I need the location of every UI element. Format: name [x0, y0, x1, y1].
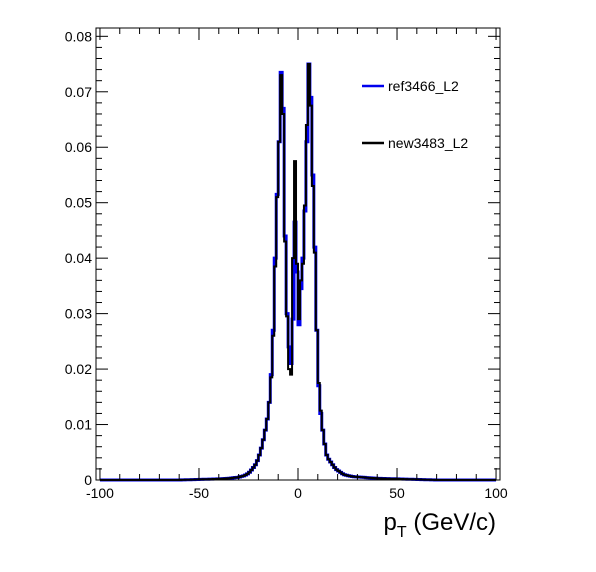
x-axis-label: pT (GeV/c) — [384, 509, 496, 541]
legend-box — [357, 60, 495, 168]
legend: ref3466_L2 new3483_L2 — [357, 60, 495, 168]
y-tick-label: 0.02 — [65, 361, 92, 377]
x-tick-label: 0 — [294, 485, 302, 501]
legend-label: ref3466_L2 — [388, 78, 459, 94]
y-tick-label: 0.01 — [65, 417, 92, 433]
x-tick-label: -50 — [189, 485, 209, 501]
y-tick-label: 0.07 — [65, 84, 92, 100]
y-tick-label: 0 — [84, 472, 92, 488]
legend-label: new3483_L2 — [388, 135, 468, 151]
y-tick-label: 0.03 — [65, 306, 92, 322]
x-tick-label: 100 — [484, 485, 508, 501]
y-tick-label: 0.05 — [65, 195, 92, 211]
y-tick-label: 0.08 — [65, 28, 92, 44]
y-tick-label: 0.04 — [65, 250, 92, 266]
x-tick-label: 50 — [389, 485, 405, 501]
y-tick-label: 0.06 — [65, 139, 92, 155]
x-tick-label: -100 — [86, 485, 114, 501]
